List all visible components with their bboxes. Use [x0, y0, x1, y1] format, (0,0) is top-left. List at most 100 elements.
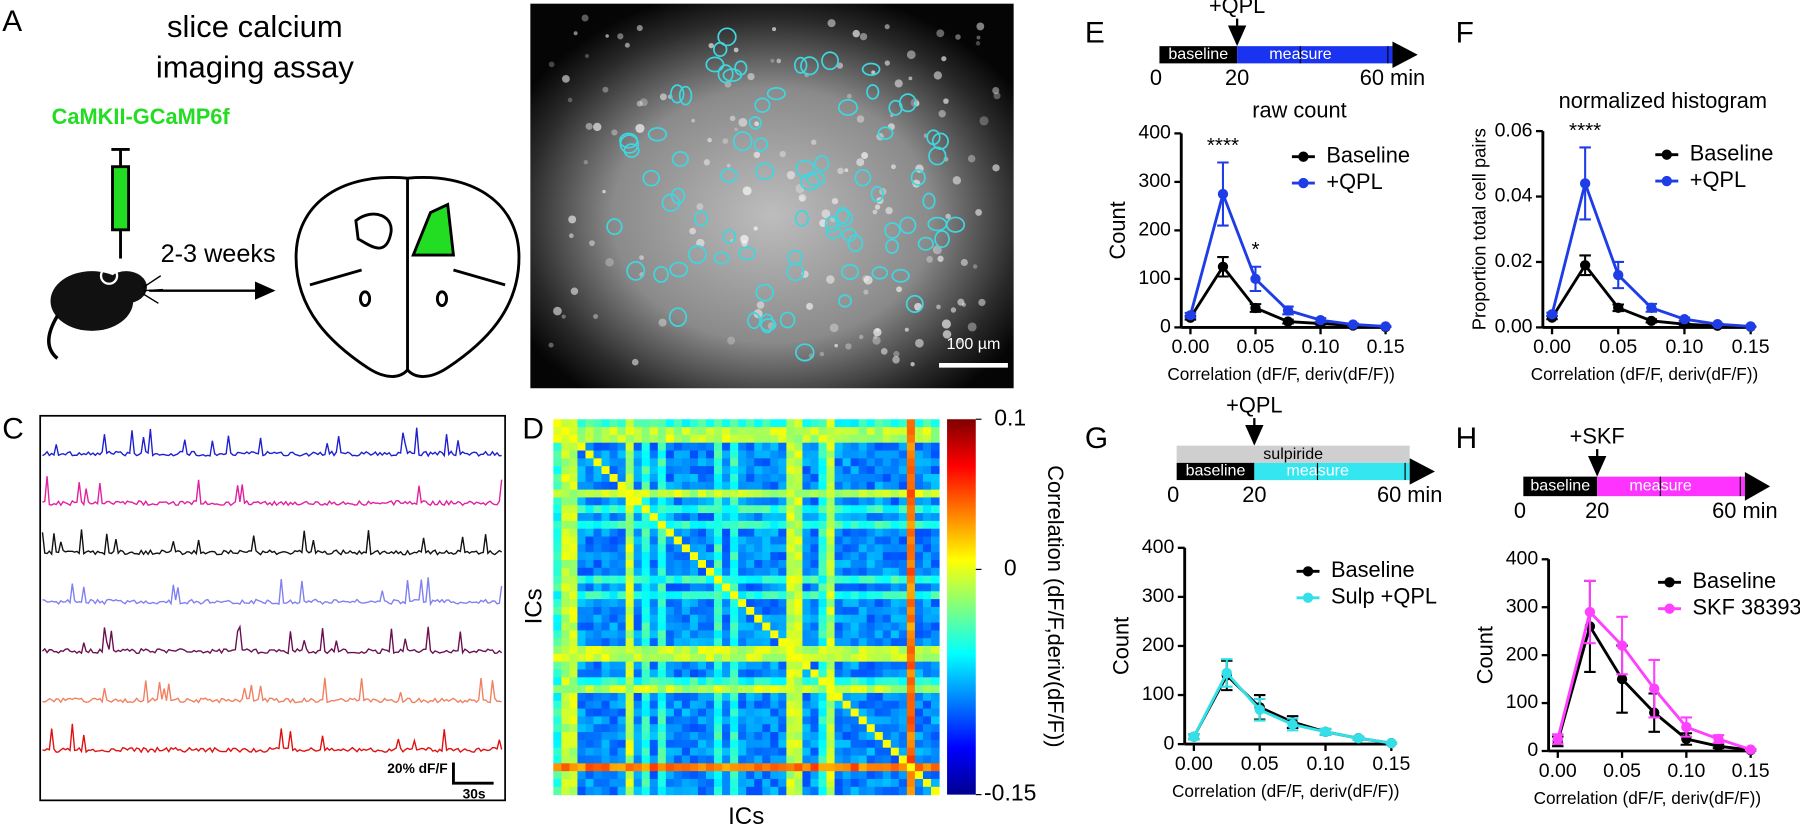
heatmap-cell — [689, 739, 699, 749]
heatmap-cell — [850, 747, 860, 757]
heatmap-cell — [778, 560, 787, 569]
panel-d: ICs ICs Correlation (dF/F,deriv(dF/F)) 0… — [520, 404, 1068, 827]
heatmap-cell — [722, 505, 731, 514]
heatmap-cell — [850, 653, 860, 663]
y-axis-label: Count — [1472, 626, 1497, 684]
heatmap-cell — [705, 434, 715, 444]
heatmap-cell — [858, 450, 868, 459]
heatmap-cell — [585, 763, 595, 772]
heatmap-cell — [866, 489, 876, 499]
heatmap-cell — [906, 614, 916, 624]
heatmap-cell — [930, 434, 940, 444]
heatmap-cell — [922, 505, 932, 514]
heatmap-cell — [657, 692, 667, 702]
heatmap-cell — [842, 716, 852, 725]
heatmap-cell — [858, 685, 868, 694]
colorbar-tick-label: 0.1 — [994, 404, 1026, 430]
heatmap-cell — [609, 466, 619, 475]
heatmap-cell — [577, 724, 587, 733]
heatmap-cell — [890, 536, 900, 545]
y-tick-label: 200 — [1506, 643, 1539, 665]
heatmap-cell — [778, 489, 787, 499]
heatmap-cell — [746, 466, 755, 475]
heatmap-cell — [617, 778, 627, 788]
heatmap-cell — [714, 599, 723, 608]
heatmap-cell — [657, 513, 667, 522]
heatmap-cell — [906, 653, 916, 663]
heatmap-cell — [697, 692, 707, 702]
heatmap-cell — [730, 575, 739, 585]
heatmap-cell — [601, 560, 611, 569]
y-tick-label: 200 — [1142, 634, 1175, 656]
heatmap-cell — [930, 442, 940, 452]
cell — [861, 152, 869, 160]
heatmap-cell — [882, 497, 892, 506]
heatmap-cell — [802, 583, 812, 592]
heatmap-cell — [665, 442, 675, 452]
heatmap-cell — [601, 606, 611, 616]
heatmap-cell — [673, 458, 683, 467]
heatmap-cell — [697, 489, 707, 499]
heatmap-cell — [818, 630, 828, 639]
heatmap-cell — [689, 567, 699, 577]
heatmap-cell — [762, 513, 771, 522]
heatmap-cell — [738, 732, 747, 741]
data-point — [1579, 178, 1591, 189]
heatmap-cell — [770, 536, 779, 545]
legend-marker — [1661, 175, 1672, 187]
heatmap-cell — [874, 661, 884, 671]
heatmap-cell — [802, 575, 812, 585]
heatmap-cell — [633, 575, 643, 585]
y-tick-label: 0 — [1527, 739, 1538, 761]
heatmap-cell — [569, 442, 578, 452]
heatmap-cell — [641, 481, 651, 491]
heatmap-cell — [754, 434, 763, 444]
heatmap-cell — [689, 458, 699, 467]
heatmap-cell — [778, 646, 787, 655]
heatmap-cell — [561, 419, 570, 428]
heatmap-cell — [754, 685, 763, 694]
heatmap-cell — [705, 692, 715, 702]
heatmap-cell — [569, 716, 578, 725]
heatmap-cell — [810, 755, 820, 764]
heatmap-cell — [922, 638, 932, 647]
heatmap-cell — [810, 708, 820, 717]
heatmap-cell — [601, 419, 611, 428]
heatmap-cell — [794, 677, 803, 686]
heatmap-cell — [914, 724, 924, 733]
heatmap-cell — [665, 661, 675, 671]
heatmap-cell — [746, 591, 755, 600]
heatmap-cell — [601, 700, 611, 710]
heatmap-cell — [714, 489, 723, 499]
heatmap-cell — [689, 560, 699, 569]
heatmap-cell — [730, 653, 739, 663]
heatmap-cell — [922, 591, 932, 600]
y-axis-label: Proportion total cell pairs — [1469, 128, 1490, 330]
heatmap-cell — [834, 739, 844, 749]
heatmap-cell — [866, 732, 876, 741]
heatmap-cell — [561, 544, 570, 553]
heatmap-cell — [601, 638, 611, 647]
heatmap-cell — [858, 739, 868, 749]
heatmap-cell — [754, 528, 763, 538]
heatmap-cell — [906, 606, 916, 616]
heatmap-cell — [561, 560, 570, 569]
heatmap-cell — [866, 567, 876, 577]
heatmap-cell — [657, 458, 667, 467]
y-tick-label: 400 — [1506, 547, 1539, 569]
heatmap-cell — [914, 466, 924, 475]
heatmap-cell — [705, 450, 715, 459]
heatmap-cell — [746, 575, 755, 585]
heatmap-cell — [914, 450, 924, 459]
cell — [581, 14, 589, 22]
data-point — [1282, 305, 1294, 316]
heatmap-cell — [673, 732, 683, 741]
heatmap-cell — [826, 427, 836, 436]
heatmap-cell — [850, 458, 860, 467]
data-point — [1713, 733, 1724, 745]
heatmap-cell — [585, 513, 595, 522]
heatmap-cell — [697, 700, 707, 710]
heatmap-cell — [922, 622, 932, 631]
heatmap-cell — [770, 419, 779, 428]
heatmap-cell — [625, 677, 635, 686]
